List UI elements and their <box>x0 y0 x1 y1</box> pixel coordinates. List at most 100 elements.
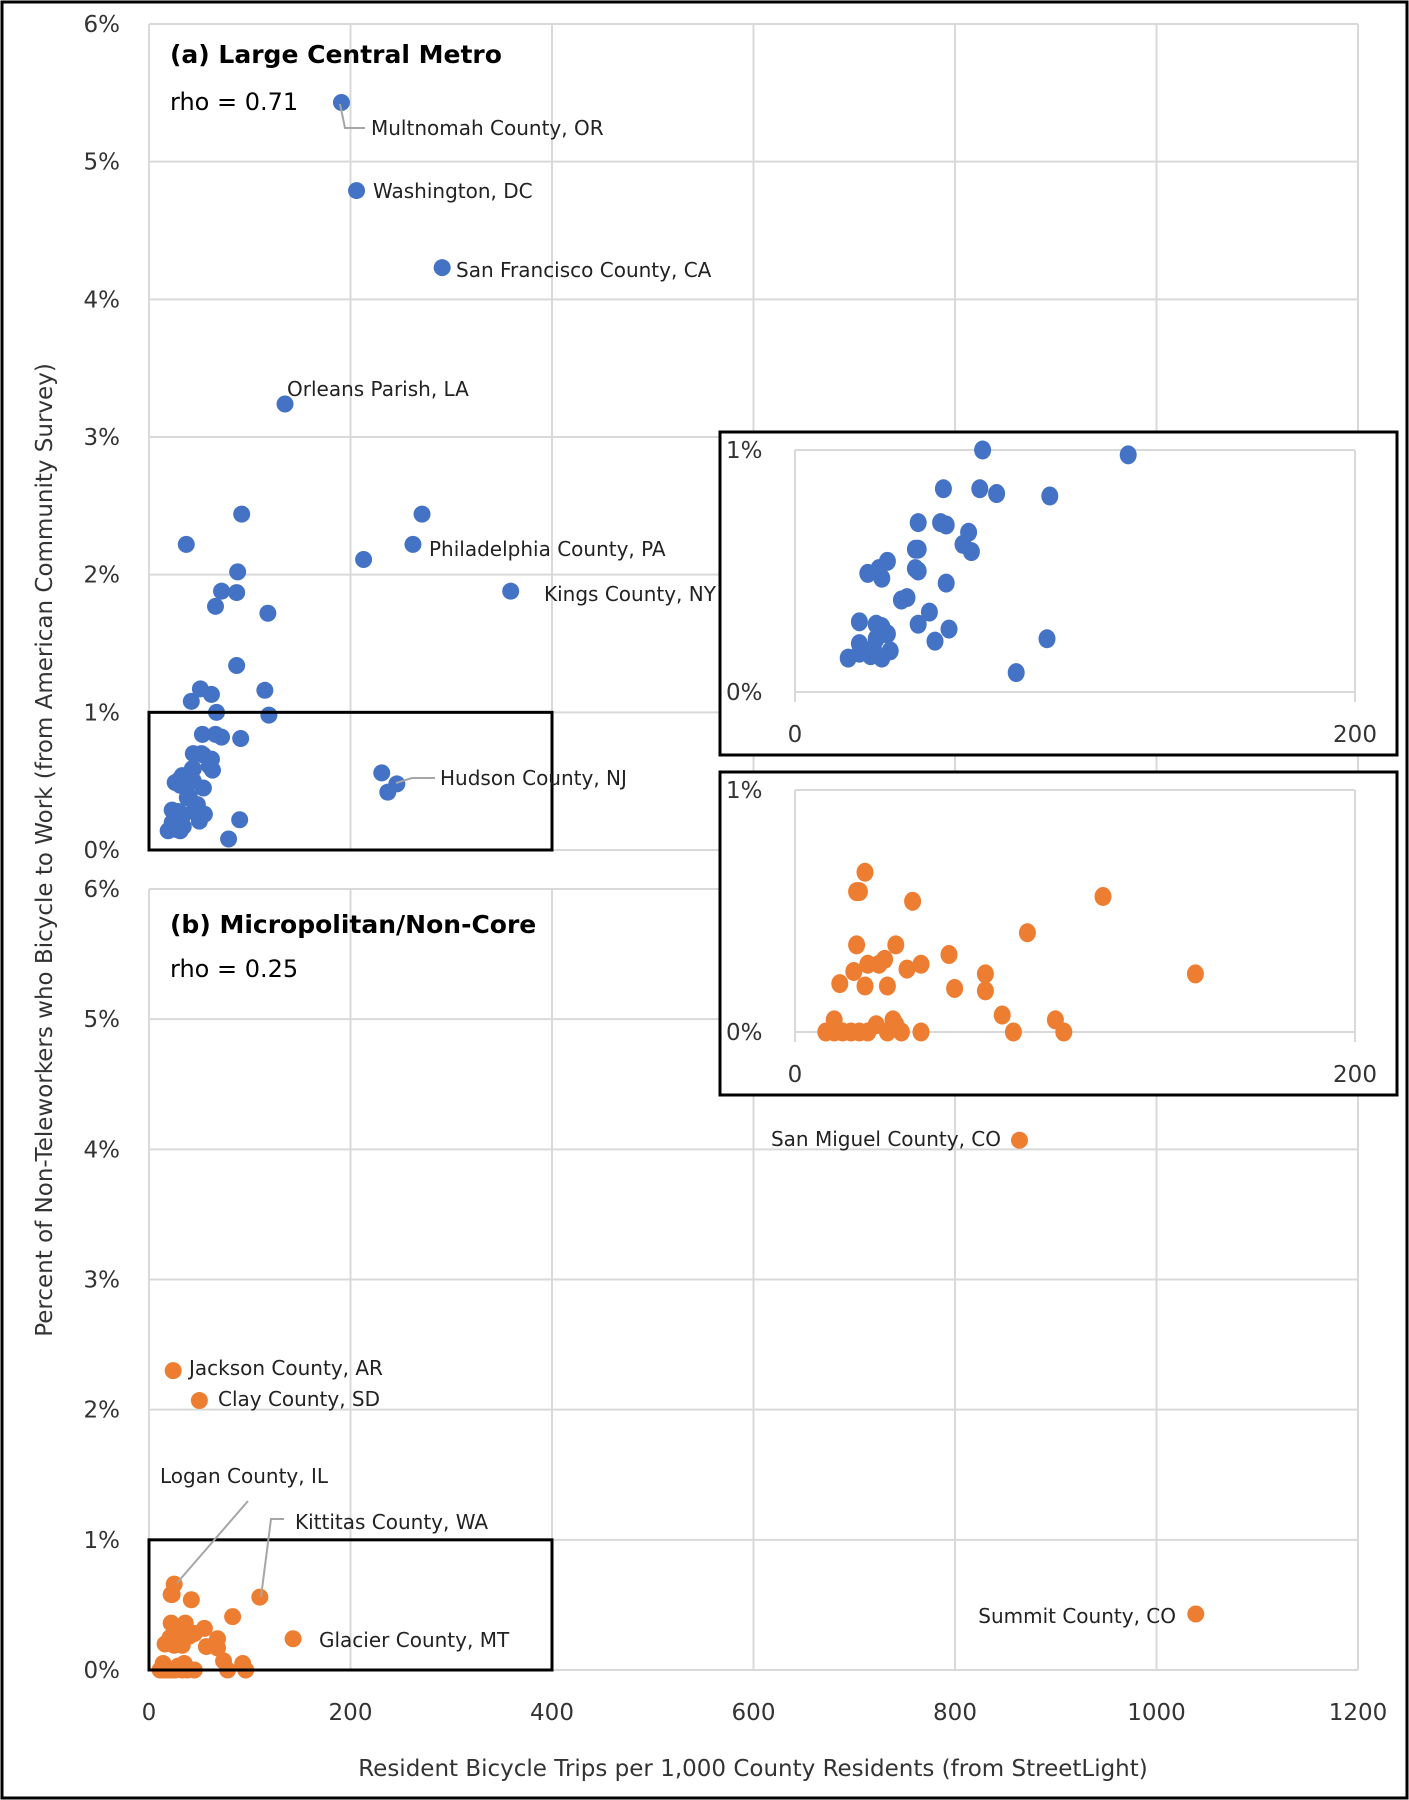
y-tick-label: 0% <box>84 1658 121 1684</box>
point-label: Philadelphia County, PA <box>429 537 666 561</box>
inset-data-point <box>1018 923 1036 943</box>
inset-data-point <box>937 573 955 593</box>
label-leader-line <box>395 777 435 784</box>
x-tick-label: 1200 <box>1329 1700 1388 1726</box>
inset-data-point <box>850 612 868 632</box>
y-tick-label: 4% <box>84 287 121 313</box>
inset-data-point <box>974 440 992 460</box>
inset-data-point <box>850 882 868 902</box>
panel-title: (b) Micropolitan/Non-Core <box>170 910 536 939</box>
inset-data-point <box>940 619 958 639</box>
inset-data-point <box>1004 1022 1022 1042</box>
data-point <box>260 706 278 724</box>
y-tick-label: 3% <box>84 1268 121 1294</box>
inset-data-point <box>878 976 896 996</box>
data-point <box>164 1362 182 1380</box>
inset-data-point <box>839 648 857 668</box>
y-tick-label: 5% <box>84 150 121 176</box>
inset-data-point <box>904 891 922 911</box>
inset-data-point <box>909 614 927 634</box>
data-point <box>228 657 246 675</box>
inset-data-point <box>1038 629 1056 649</box>
label-leader-line <box>339 103 365 129</box>
inset-data-point <box>845 962 863 981</box>
point-label: Multnomah County, OR <box>371 116 604 140</box>
data-point <box>388 775 406 793</box>
inset-data-point <box>934 479 952 499</box>
inset-data-point <box>909 539 927 559</box>
inset-data-point <box>1055 1022 1073 1042</box>
point-label: Kings County, NY <box>544 582 717 606</box>
inset-data-point <box>876 949 894 969</box>
data-point <box>182 692 200 710</box>
inset-y-tick-label: 1% <box>726 438 763 464</box>
panel-title: (a) Large Central Metro <box>170 40 502 69</box>
data-point <box>182 1591 200 1609</box>
data-point <box>177 535 195 553</box>
inset-data-point <box>1041 486 1059 506</box>
data-point <box>355 551 373 569</box>
inset-data-point <box>926 631 944 651</box>
data-point <box>251 1588 269 1606</box>
data-point <box>413 505 431 523</box>
data-point <box>224 1608 242 1626</box>
inset-b: 1% 0% 0 200 <box>718 770 1399 1097</box>
data-point <box>233 505 251 523</box>
inset-data-point <box>971 479 989 499</box>
inset-data-point <box>831 974 849 994</box>
data-point <box>220 830 238 848</box>
inset-y-tick-label: 0% <box>726 680 763 706</box>
x-tick-label: 600 <box>732 1700 776 1726</box>
inset-data-point <box>1186 964 1204 984</box>
inset-data-point <box>859 1022 877 1042</box>
data-point <box>433 259 451 277</box>
inset-frame <box>718 770 1399 1097</box>
data-point <box>185 1625 203 1643</box>
inset-data-point <box>909 513 927 533</box>
inset-data-point <box>862 646 880 666</box>
inset-data-point <box>878 1022 896 1042</box>
data-point <box>502 582 520 600</box>
x-tick-label: 400 <box>530 1700 574 1726</box>
inset-data-point <box>909 561 927 581</box>
point-label: Washington, DC <box>373 179 533 203</box>
y-tick-label: 1% <box>84 1528 121 1554</box>
y-tick-label: 2% <box>84 563 121 589</box>
data-point <box>231 811 249 829</box>
inset-data-point <box>1007 663 1025 683</box>
y-tick-label: 6% <box>84 877 121 903</box>
point-label: Glacier County, MT <box>319 1628 510 1652</box>
x-tick-label: 800 <box>933 1700 977 1726</box>
inset-x-tick-label: 0 <box>788 1062 803 1088</box>
y-tick-label: 1% <box>84 700 121 726</box>
inset-data-point <box>1119 445 1137 465</box>
x-tick-label: 200 <box>329 1700 373 1726</box>
y-tick-label: 3% <box>84 425 121 451</box>
point-label: Kittitas County, WA <box>295 1510 488 1534</box>
inset-data-point <box>912 1022 930 1042</box>
inset-data-point <box>962 542 980 562</box>
data-point <box>276 395 294 413</box>
data-point <box>229 563 247 581</box>
point-label: Summit County, CO <box>978 1604 1176 1628</box>
label-leader-line <box>260 1518 284 1598</box>
inset-data-point <box>898 588 916 608</box>
zoom-region-box <box>147 1538 554 1672</box>
correlation-annotation: rho = 0.71 <box>170 88 298 116</box>
y-tick-label: 0% <box>84 838 121 864</box>
inset-data-point <box>937 515 955 535</box>
data-point <box>332 93 350 111</box>
inset-data-point <box>912 954 930 974</box>
inset-data-point <box>988 484 1006 504</box>
point-label: Clay County, SD <box>218 1387 380 1411</box>
zoom-region-box <box>147 710 554 852</box>
inset-data-point <box>993 1005 1011 1025</box>
y-tick-label: 2% <box>84 1398 121 1424</box>
data-point <box>228 584 246 602</box>
point-label: San Francisco County, CA <box>456 258 712 282</box>
point-label: Jackson County, AR <box>187 1356 383 1380</box>
inset-data-point <box>946 978 964 998</box>
data-point <box>1010 1131 1028 1149</box>
data-point <box>190 1392 208 1410</box>
data-point <box>206 597 224 615</box>
